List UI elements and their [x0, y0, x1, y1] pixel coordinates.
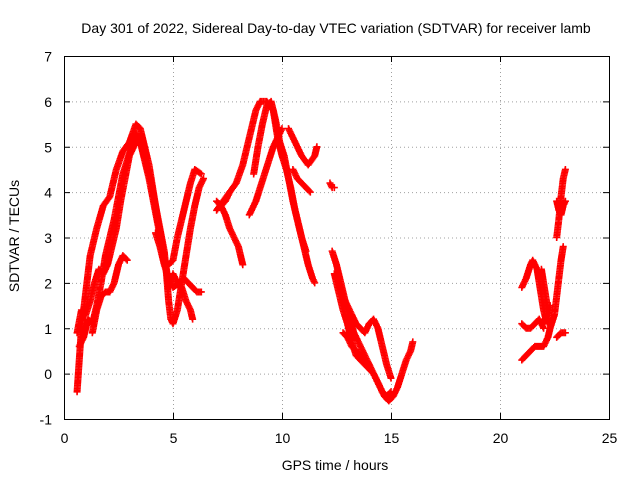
data-point: [278, 125, 286, 133]
data-points: [73, 97, 569, 405]
data-point: [302, 247, 310, 255]
data-point: [561, 329, 569, 337]
data-point: [364, 359, 372, 367]
y-tick-label: 1: [44, 321, 52, 337]
grid-lines: [64, 56, 609, 419]
y-tick-label: 5: [44, 139, 52, 155]
data-point: [200, 175, 208, 183]
y-tick-label: 6: [44, 94, 52, 110]
x-tick-label: 5: [170, 430, 178, 446]
data-point: [561, 197, 569, 205]
x-tick-label: 20: [493, 430, 509, 446]
data-point: [561, 165, 569, 173]
plot-frame: [64, 56, 610, 420]
y-tick-label: 7: [44, 49, 52, 65]
x-tick-labels: 0 5 10 15 20 25: [61, 430, 618, 446]
data-point: [226, 188, 234, 196]
data-point: [559, 243, 567, 251]
y-tick-label: -1: [40, 412, 53, 428]
data-point: [386, 389, 394, 397]
y-tick-label: 0: [44, 366, 52, 382]
y-tick-label: 3: [44, 230, 52, 246]
chart-title: Day 301 of 2022, Sidereal Day-to-day VTE…: [81, 20, 591, 36]
data-point: [311, 279, 319, 287]
y-tick-labels: -1 0 1 2 3 4 5 6 7: [40, 49, 53, 428]
data-point: [239, 261, 247, 269]
data-point: [313, 143, 321, 151]
data-point: [197, 288, 205, 296]
data-point: [123, 256, 131, 264]
data-point: [387, 388, 395, 396]
data-point: [387, 374, 395, 382]
x-tick-label: 0: [61, 430, 69, 446]
data-point: [197, 170, 205, 178]
data-point: [306, 188, 314, 196]
data-point: [196, 169, 204, 177]
x-axis-label: GPS time / hours: [282, 457, 389, 473]
data-point: [305, 187, 313, 195]
x-tick-label: 15: [384, 430, 400, 446]
data-point: [365, 361, 373, 369]
data-point: [540, 324, 548, 332]
data-point: [409, 338, 417, 346]
data-point: [122, 255, 130, 263]
y-tick-label: 2: [44, 275, 52, 291]
y-tick-label: 4: [44, 185, 52, 201]
data-point: [544, 306, 552, 314]
x-tick-label: 10: [275, 430, 291, 446]
data-point: [189, 315, 197, 323]
x-tick-label: 25: [602, 430, 618, 446]
data-point: [330, 184, 338, 192]
y-axis-label: SDTVAR / TECUs: [6, 180, 22, 292]
